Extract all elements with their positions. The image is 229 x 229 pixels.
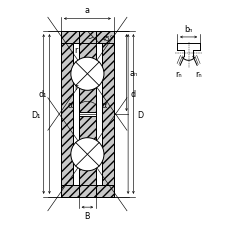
Text: D₁: D₁ [31, 110, 40, 119]
Text: r: r [74, 46, 77, 55]
Polygon shape [78, 116, 96, 197]
Polygon shape [101, 44, 113, 185]
Text: D: D [136, 110, 142, 119]
Text: aₙ: aₙ [129, 69, 138, 78]
Polygon shape [78, 32, 96, 113]
Text: d₁: d₁ [38, 89, 46, 98]
Text: bₙ: bₙ [184, 25, 192, 34]
Text: 45°: 45° [101, 36, 113, 42]
Text: rₙ: rₙ [174, 70, 181, 79]
Polygon shape [61, 185, 113, 197]
Text: a: a [85, 6, 90, 15]
Text: α: α [67, 101, 73, 110]
Text: rₙ: rₙ [195, 70, 201, 79]
Text: α: α [101, 101, 107, 110]
Polygon shape [61, 44, 73, 185]
Circle shape [71, 138, 104, 171]
Text: B: B [84, 211, 90, 220]
Circle shape [71, 58, 104, 91]
Text: d: d [130, 89, 135, 98]
Polygon shape [61, 32, 113, 44]
Text: r: r [74, 82, 77, 92]
